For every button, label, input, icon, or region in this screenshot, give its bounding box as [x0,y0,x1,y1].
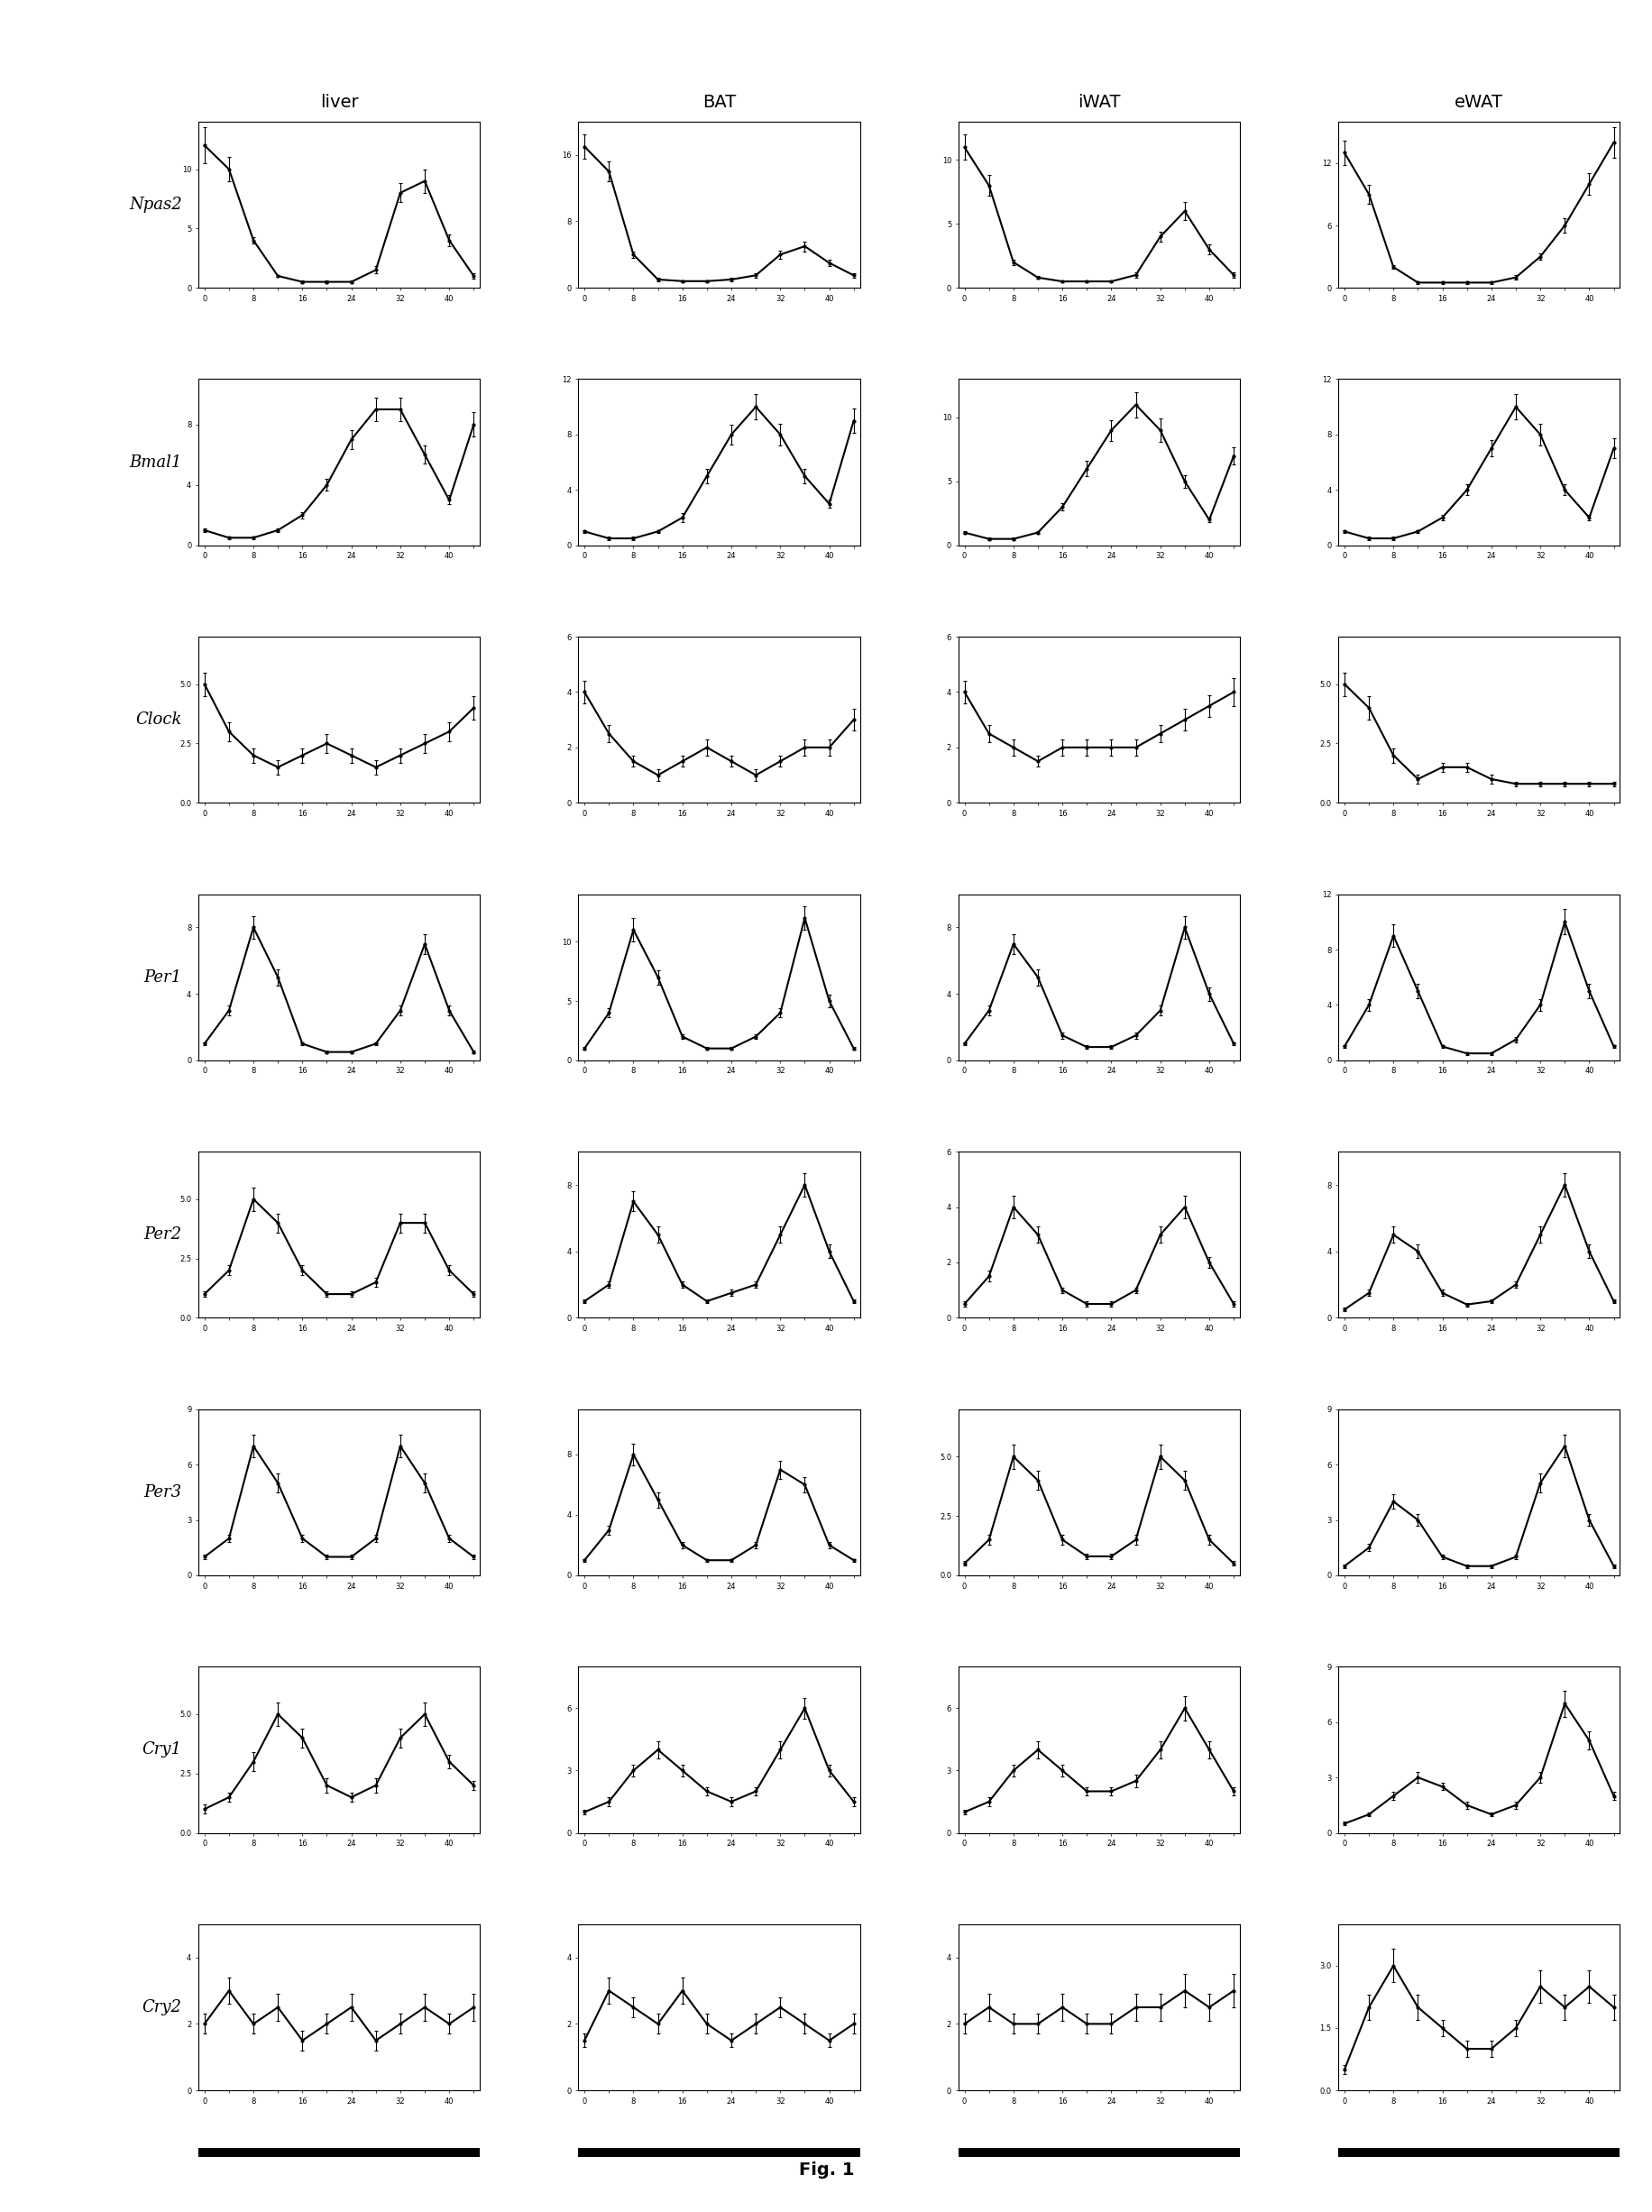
Text: liver: liver [320,93,358,111]
Text: Npas2: Npas2 [129,197,182,212]
Text: Clock: Clock [135,712,182,728]
Text: Per2: Per2 [144,1228,182,1243]
Text: Fig. 1: Fig. 1 [798,2161,854,2179]
Text: eWAT: eWAT [1454,93,1503,111]
Text: Cry1: Cry1 [142,1741,182,1759]
Text: Bmal1: Bmal1 [129,453,182,471]
Text: Per1: Per1 [144,969,182,984]
Text: Cry2: Cry2 [142,2000,182,2015]
Text: BAT: BAT [702,93,735,111]
Text: Per3: Per3 [144,1484,182,1500]
Text: iWAT: iWAT [1077,93,1120,111]
